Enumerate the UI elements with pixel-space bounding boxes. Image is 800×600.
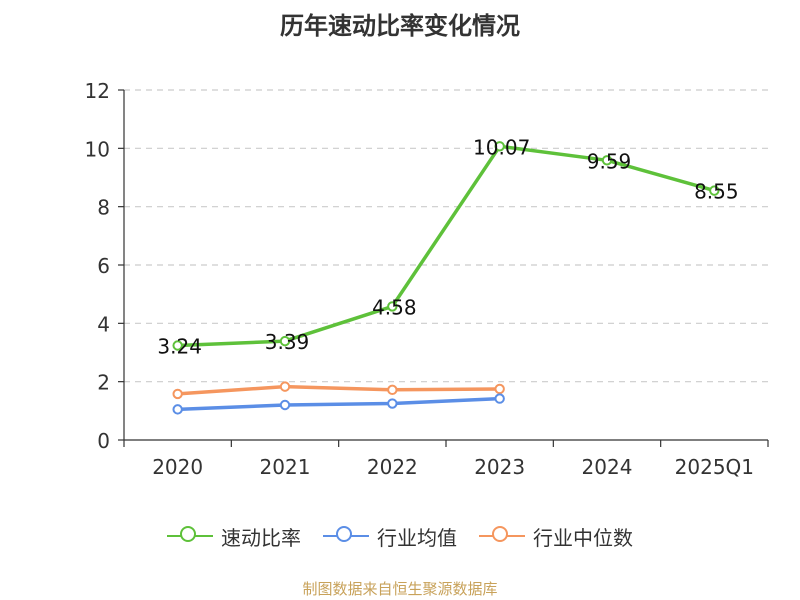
- y-tick-label: 2: [97, 371, 110, 395]
- data-label-0: 4.58: [372, 295, 417, 319]
- data-point-1: [172, 404, 183, 415]
- x-tick-label: 2020: [152, 455, 203, 479]
- data-label-0: 3.39: [265, 330, 310, 354]
- data-label-0: 10.07: [473, 135, 530, 159]
- legend-item-industry-median[interactable]: 行业中位数: [479, 522, 633, 551]
- chart-title: 历年速动比率变化情况: [280, 12, 520, 40]
- data-point-0: [387, 301, 398, 312]
- y-tick-label: 10: [85, 137, 110, 161]
- data-point-0: [494, 141, 505, 152]
- series-line-1: [175, 396, 502, 412]
- data-point-2: [387, 384, 398, 396]
- data-source-note: 制图数据来自恒生聚源数据库: [302, 580, 498, 598]
- legend-item-industry-mean[interactable]: 行业均值: [323, 522, 457, 551]
- data-label-0: 9.59: [587, 149, 632, 173]
- y-tick-label: 6: [97, 254, 110, 278]
- data-point-1: [387, 398, 398, 409]
- legend-marker-industry-median: [479, 525, 525, 547]
- data-point-1: [279, 399, 291, 411]
- x-tick-label: 2024: [582, 455, 633, 479]
- data-point-1: [494, 393, 505, 404]
- series-line-0: [175, 144, 717, 348]
- x-tick-label: 2022: [367, 455, 418, 479]
- x-tick-label: 2025Q1: [675, 455, 754, 479]
- data-label-0: 3.24: [157, 335, 202, 359]
- legend-marker-quick-ratio: [167, 525, 213, 547]
- x-tick-label: 2021: [260, 455, 311, 479]
- y-tick-label: 4: [97, 312, 110, 336]
- data-point-0: [709, 185, 720, 196]
- legend-label-industry-median: 行业中位数: [533, 525, 633, 550]
- series-line-2: [175, 384, 502, 396]
- x-tick-label: 2023: [474, 455, 525, 479]
- legend-marker-industry-mean: [323, 525, 369, 547]
- legend-item-quick-ratio[interactable]: 速动比率: [167, 522, 301, 551]
- legend-label-quick-ratio: 速动比率: [221, 525, 301, 550]
- data-point-2: [279, 381, 291, 392]
- data-point-0: [601, 155, 613, 166]
- y-tick-label: 8: [97, 196, 110, 220]
- data-point-2: [494, 383, 505, 395]
- data-point-2: [172, 388, 183, 400]
- data-label-0: 8.55: [694, 180, 739, 204]
- data-point-0: [279, 335, 291, 347]
- y-tick-label: 0: [97, 429, 110, 453]
- legend-label-industry-mean: 行业均值: [377, 525, 457, 550]
- y-tick-label: 12: [85, 79, 110, 103]
- data-point-0: [172, 340, 183, 351]
- chart-legend: 速动比率 行业均值 行业中位数: [0, 518, 800, 554]
